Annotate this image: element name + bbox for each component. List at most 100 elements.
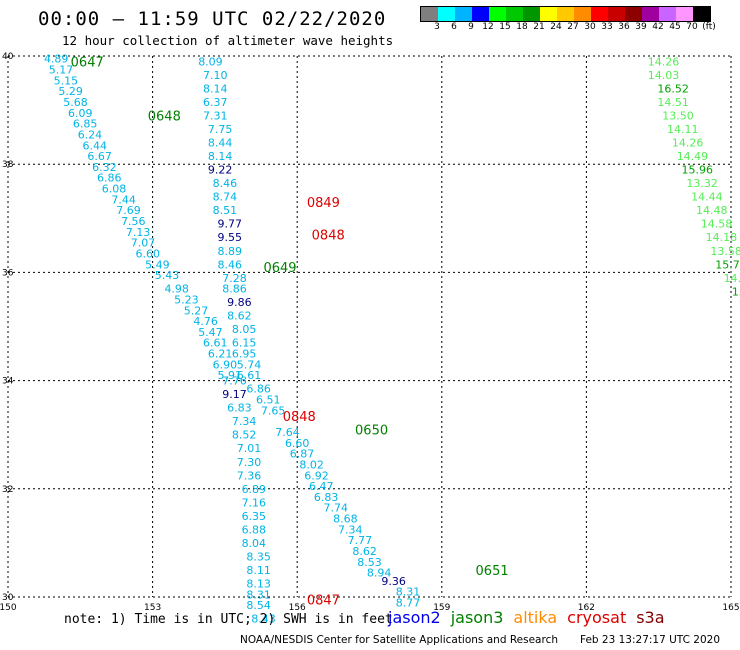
lat-tick-label: 34 <box>2 377 14 387</box>
wave-height-value: 7.64 <box>275 426 300 439</box>
wave-height-value: 8.46 <box>217 258 242 271</box>
legend-s3a: s3a <box>636 608 665 627</box>
track-labels: 0647 0648 0649 0650 0651 0849 0848 0848 0847 <box>71 55 509 608</box>
wave-height-value: 16.52 <box>657 82 689 95</box>
wave-height-value: 5.17 <box>49 64 74 77</box>
wave-height-value: 7.30 <box>237 456 262 469</box>
color-scale-label: 42 <box>652 22 664 32</box>
wave-height-value: 7.75 <box>208 123 233 136</box>
wave-height-value: 8.53 <box>357 556 382 569</box>
wave-height-value: 8.89 <box>217 245 242 258</box>
wave-height-value: 4.89 <box>44 53 69 66</box>
wave-height-value: 8.94 <box>367 567 392 580</box>
wave-height-value: 14.18 <box>706 231 738 244</box>
wave-height-value: 9.55 <box>217 231 242 244</box>
wave-height-value: 6.83 <box>227 402 252 415</box>
satellite-legend: jason2 jason3 altika cryosat s3a <box>388 608 675 627</box>
wave-height-value: 6.32 <box>92 161 117 174</box>
wave-height-value: 7.76 <box>222 375 247 388</box>
color-scale-label: 45 <box>669 22 681 32</box>
color-swatch <box>523 7 540 21</box>
wave-height-value: 6.67 <box>87 150 112 163</box>
wave-height-value: 8.09 <box>198 55 223 68</box>
lat-tick-label: 38 <box>2 160 14 170</box>
wave-height-value: 13.50 <box>662 110 694 123</box>
lat-tick-label: 36 <box>2 268 14 278</box>
wave-height-value: 8.11 <box>246 564 271 577</box>
wave-height-value: 8.35 <box>246 550 271 563</box>
wave-height-value: 15.96 <box>682 164 714 177</box>
color-scale-label: 39 <box>635 22 647 32</box>
track-time-label: 0649 <box>263 261 296 276</box>
color-swatch <box>642 7 659 21</box>
wave-height-value: 14.58 <box>701 218 733 231</box>
wave-height-value: 7.56 <box>121 215 146 228</box>
wave-height-value: 6.86 <box>246 383 271 396</box>
color-swatch <box>574 7 591 21</box>
wave-height-value: 7.69 <box>116 204 141 217</box>
track-time-label: 0847 <box>307 594 340 609</box>
color-swatch <box>438 7 455 21</box>
wave-height-value: 15. <box>732 285 740 298</box>
legend-altika: altika <box>513 608 558 627</box>
wave-height-value: 8.31 <box>396 586 421 599</box>
color-scale-label: 6 <box>451 22 457 32</box>
wave-height-value: 8.31 <box>246 588 271 601</box>
track-time-label: 0848 <box>283 410 316 425</box>
color-swatch <box>676 7 693 21</box>
wave-height-value: 8.51 <box>213 204 238 217</box>
wave-height-value: 8.46 <box>213 177 238 190</box>
wave-height-value: 8.05 <box>232 323 257 336</box>
map-grid <box>7 55 732 598</box>
wave-height-value: 7.13 <box>126 226 151 239</box>
wave-height-value: 7.31 <box>203 110 228 123</box>
color-swatch <box>693 7 710 21</box>
track-time-label: 0848 <box>312 229 345 244</box>
color-swatch <box>472 7 489 21</box>
wave-height-value: 14.26 <box>648 55 680 68</box>
wave-height-value: 8.86 <box>222 283 247 296</box>
wave-height-value: 6.21 <box>208 348 233 361</box>
wave-height-value: 6.86 <box>97 172 122 185</box>
wave-height-value: 13.58 <box>710 245 740 258</box>
wave-height-value: 8.74 <box>213 191 238 204</box>
wave-height-value: 6.61 <box>203 337 228 350</box>
wave-height-value: 6.60 <box>285 437 310 450</box>
wave-height-value: 8.77 <box>396 596 421 609</box>
track-time-label: 0647 <box>71 55 104 70</box>
wave-height-value: 6.92 <box>304 469 329 482</box>
wave-height-value: 6.90 <box>213 358 238 371</box>
wave-height-value: 9.36 <box>381 575 406 588</box>
color-scale-label: (ft) <box>702 22 716 32</box>
wave-height-value: 5.91 <box>217 369 242 382</box>
color-swatch <box>506 7 523 21</box>
wave-height-value: 5.74 <box>237 358 262 371</box>
legend-jason2: jason2 <box>388 608 441 627</box>
wave-height-value: 8.43 <box>251 613 276 626</box>
wave-height-value: 6.24 <box>78 128 103 141</box>
wave-height-value: 8.44 <box>208 137 233 150</box>
wave-height-value: 6.88 <box>242 523 267 536</box>
wave-height-value: 8.02 <box>299 458 324 471</box>
wave-height-value: 6.60 <box>136 247 161 260</box>
wave-height-value: 14.44 <box>691 191 723 204</box>
wave-height-value: 14.49 <box>677 150 709 163</box>
wave-height-value: 8.04 <box>242 537 267 550</box>
color-swatch <box>659 7 676 21</box>
wave-height-value: 7.28 <box>222 272 247 285</box>
wave-height-value: 5.29 <box>58 85 83 98</box>
lat-tick-label: 30 <box>2 593 14 603</box>
color-scale-label: 27 <box>567 22 579 32</box>
wave-height-value: 8.13 <box>246 577 271 590</box>
wave-height-value: 14.4 <box>724 272 740 285</box>
color-scale-label: 36 <box>618 22 630 32</box>
color-scale-label: 12 <box>482 22 494 32</box>
wave-height-value: 8.54 <box>246 599 271 612</box>
wave-height-value: 5.23 <box>174 293 199 306</box>
wave-height-value: 4.98 <box>164 283 189 296</box>
wave-height-value: 9.17 <box>222 388 247 401</box>
wave-height-value: 8.68 <box>333 513 358 526</box>
wave-height-value: 6.08 <box>102 183 127 196</box>
color-swatch <box>489 7 506 21</box>
wave-height-value: 9.77 <box>217 218 242 231</box>
